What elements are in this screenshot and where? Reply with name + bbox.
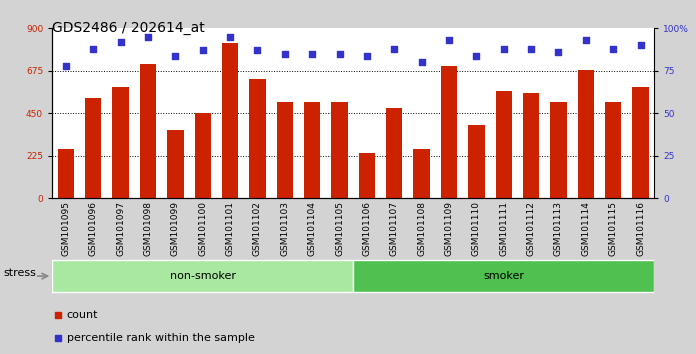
Point [635, 42, 646, 48]
Bar [468, 125, 484, 198]
Point [307, 51, 318, 57]
Bar [386, 108, 402, 198]
Point [553, 49, 564, 55]
Bar [113, 87, 129, 198]
Point [388, 46, 400, 52]
Bar [304, 102, 320, 198]
Point [416, 59, 427, 65]
Bar [331, 102, 348, 198]
Point [61, 63, 72, 69]
Point [498, 46, 509, 52]
Point [88, 46, 99, 52]
Point [470, 53, 482, 58]
Point [580, 38, 592, 43]
Text: count: count [67, 310, 98, 320]
Point [279, 51, 290, 57]
Text: percentile rank within the sample: percentile rank within the sample [67, 333, 255, 343]
Bar [276, 102, 293, 198]
Bar [496, 91, 512, 198]
Bar [413, 149, 430, 198]
Point [402, 28, 413, 34]
Point [225, 34, 236, 40]
Point [525, 46, 537, 52]
Bar [167, 130, 184, 198]
Bar [551, 102, 567, 198]
Bar [605, 102, 622, 198]
Point [361, 53, 372, 58]
Point [143, 34, 154, 40]
Point [197, 47, 208, 53]
Point [252, 47, 263, 53]
Bar [249, 79, 266, 198]
Text: smoker: smoker [483, 271, 524, 281]
Bar [222, 44, 238, 198]
Bar [441, 66, 457, 198]
Bar [194, 113, 211, 198]
Bar [85, 98, 102, 198]
Bar [52, 260, 353, 292]
Bar [358, 153, 375, 198]
Bar [58, 149, 74, 198]
Point [115, 39, 126, 45]
Bar [140, 64, 156, 198]
Bar [578, 70, 594, 198]
Bar [353, 260, 654, 292]
Bar [633, 87, 649, 198]
Point [443, 38, 454, 43]
Text: stress: stress [3, 268, 36, 278]
Text: non-smoker: non-smoker [170, 271, 236, 281]
Point [334, 51, 345, 57]
Point [608, 46, 619, 52]
Text: GDS2486 / 202614_at: GDS2486 / 202614_at [52, 21, 205, 35]
Point [170, 53, 181, 58]
Point [402, 238, 413, 243]
Bar [523, 92, 539, 198]
